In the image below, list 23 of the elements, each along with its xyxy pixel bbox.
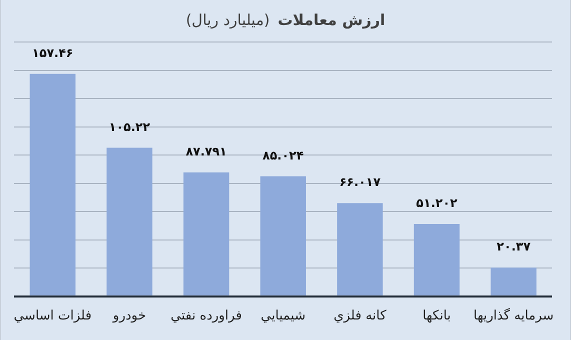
bar [337,203,383,296]
x-tick-label: کانه فلزي [334,308,388,324]
bar [490,268,536,296]
x-tick-label: سرمایه گذاریها [473,308,554,324]
x-tick-label: بانکها [422,308,451,324]
x-tick-label: خودرو [112,308,146,324]
data-label: ۱۵۷.۴۶ [32,46,74,60]
bar [260,176,306,296]
data-label: ۸۵.۰۲۴ [262,148,304,162]
bar [106,148,152,296]
bar [414,224,460,296]
data-label: ۲۰.۳۷ [496,240,532,254]
data-label: ۵۱.۲۰۲ [416,196,458,210]
chart-title: ارزش معاملات [278,11,386,29]
data-label: ۱۰۵.۲۲ [108,120,151,134]
bar [30,74,76,296]
x-tick-label: فراورده نفتي [170,308,242,324]
x-tick-label: شيميايي [260,308,306,324]
chart-subtitle: (میلیارد ریال) [186,11,270,29]
data-label: ۸۷.۷۹۱ [186,144,227,158]
x-tick-label: فلزات اساسي [14,308,92,324]
bar [183,172,230,296]
data-label: ۶۶.۰۱۷ [339,175,382,190]
